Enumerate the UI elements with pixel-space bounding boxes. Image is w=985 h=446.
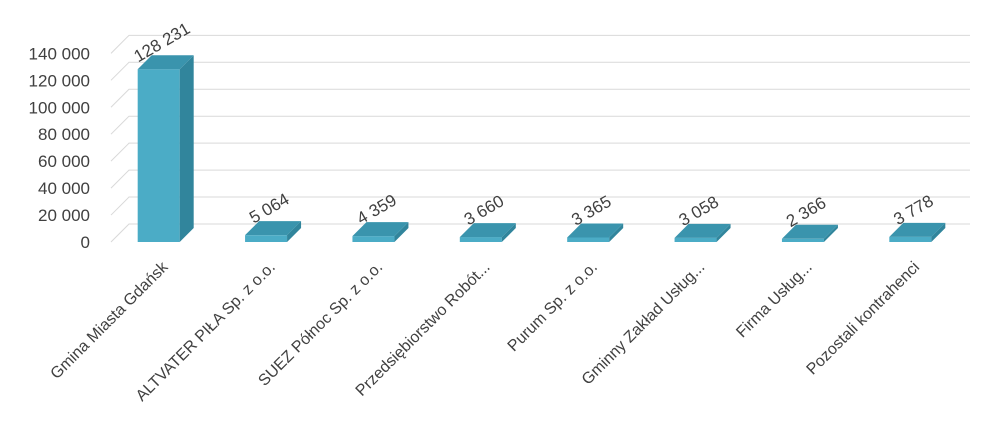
category-label-6: Firma Usług... (733, 259, 815, 341)
bar-3 (459, 223, 516, 242)
y-tick-label-4: 80 000 (38, 125, 90, 144)
category-label-7: Pozostali kontrahenci (804, 259, 924, 379)
bar-top-0 (137, 55, 194, 70)
y-tick-label-1: 20 000 (38, 206, 90, 225)
bar-front-5 (674, 237, 717, 242)
bar-front-4 (567, 237, 610, 242)
bar-front-1 (245, 235, 288, 242)
bar-side-7 (931, 222, 946, 242)
gridline-4 (110, 115, 970, 135)
y-axis-tick-labels: 0 20 000 40 000 60 000 80 000 100 000 120 000 1… (29, 44, 90, 252)
category-label-5: Gminny Zakład Usług... (579, 259, 709, 389)
category-label-0: Gmina Miasta Gdańsk (48, 258, 173, 383)
bar-top-5 (674, 223, 731, 238)
bar-top-3 (459, 223, 516, 238)
bar-side-3 (501, 223, 516, 242)
bar-5 (674, 223, 731, 242)
category-label-4: Purum Sp. z o.o. (505, 259, 601, 355)
bar-front-3 (459, 237, 502, 242)
bar-front-6 (781, 238, 824, 242)
bar-side-4 (609, 223, 624, 242)
gridline-1 (110, 196, 970, 216)
bar-4 (567, 223, 624, 242)
y-tick-label-0: 0 (81, 233, 90, 252)
bar-side-1 (287, 221, 302, 242)
bar-front-2 (352, 236, 395, 242)
bar-2 (352, 222, 409, 242)
bar-0 (137, 55, 194, 243)
y-tick-label-2: 40 000 (38, 179, 90, 198)
gridlines (110, 34, 970, 243)
bar-6 (781, 224, 838, 242)
y-tick-label-7: 140 000 (29, 44, 90, 63)
bar-front-7 (889, 236, 932, 242)
gridline-0 (110, 223, 970, 243)
bar-front-0 (137, 69, 180, 242)
gridline-6 (110, 61, 970, 81)
bar-1 (245, 221, 302, 242)
gridline-3 (110, 142, 970, 162)
bar-top-2 (352, 222, 409, 237)
bar-top-4 (567, 223, 624, 238)
bar-top-6 (781, 224, 838, 239)
gridline-2 (110, 169, 970, 189)
category-label-2: SUEZ Północ Sp. z o.o. (255, 259, 386, 390)
bar-side-0 (179, 55, 194, 243)
bar-side-2 (394, 222, 409, 242)
bar-side-5 (716, 223, 731, 242)
bar-top-1 (245, 221, 302, 236)
y-tick-label-3: 60 000 (38, 152, 90, 171)
gridline-5 (110, 88, 970, 108)
bar-7 (889, 222, 946, 242)
y-tick-label-6: 120 000 (29, 71, 90, 90)
bars (137, 55, 946, 243)
bar-side-6 (823, 224, 838, 242)
bar-top-7 (889, 222, 946, 237)
y-tick-label-5: 100 000 (29, 98, 90, 117)
gridline-7 (110, 34, 970, 54)
